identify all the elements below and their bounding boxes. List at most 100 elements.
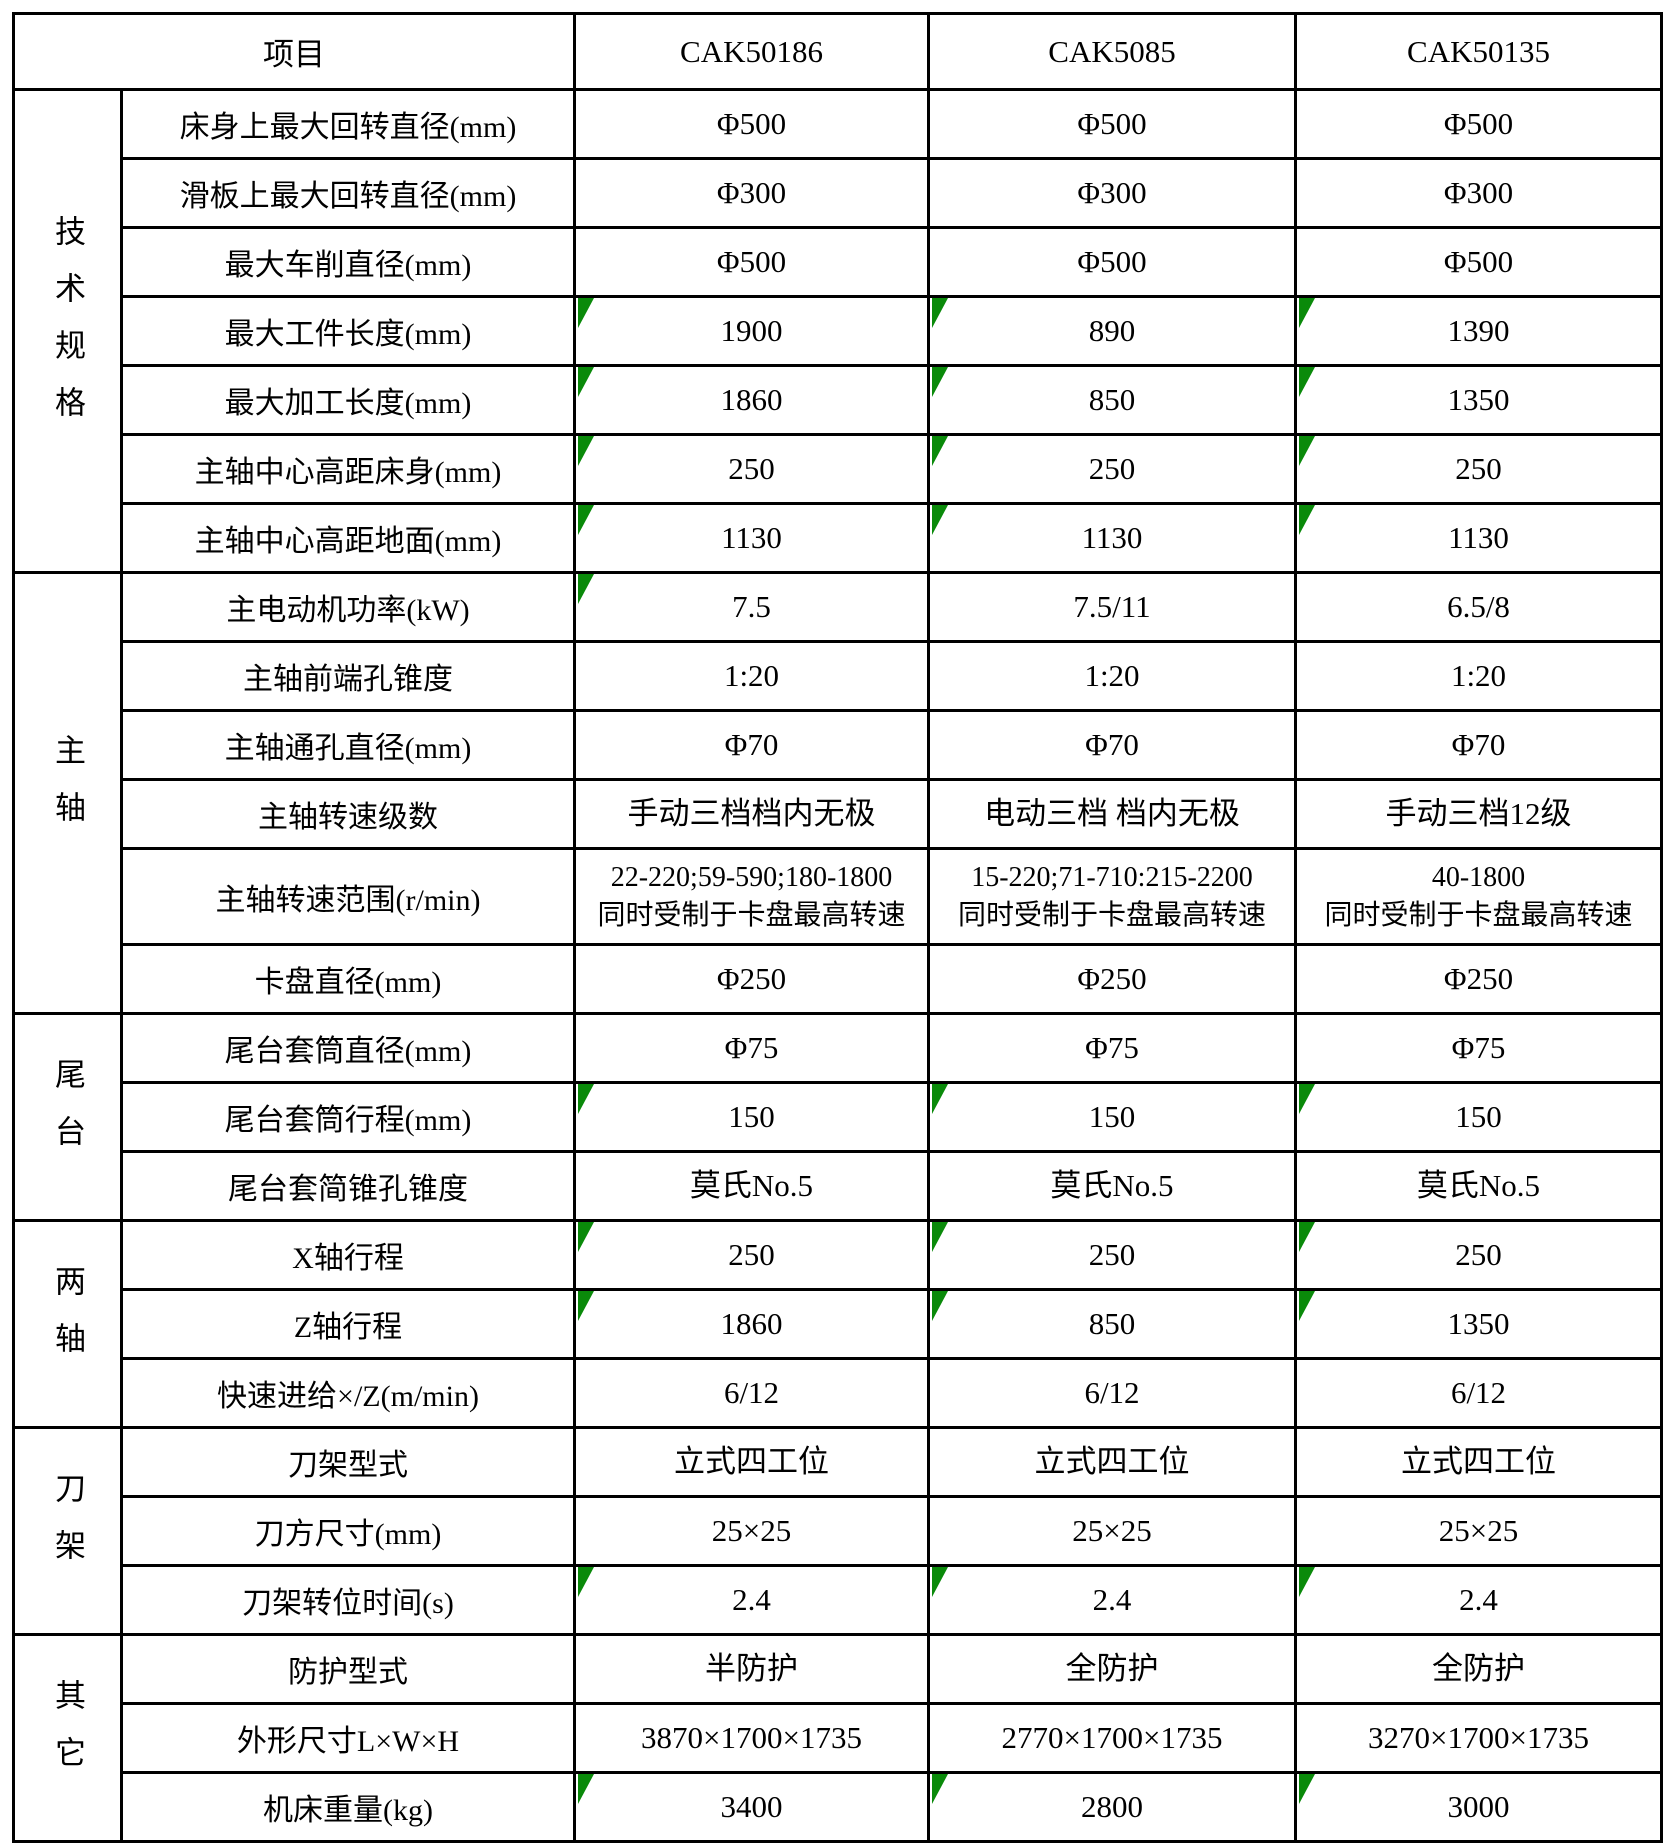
spec-label: X轴行程 xyxy=(120,1219,576,1291)
group-label: 技术规格 xyxy=(12,88,123,574)
spec-label: 主轴转速级数 xyxy=(120,778,576,850)
spec-value: 莫氏No.5 xyxy=(927,1150,1297,1222)
spec-label: 刀架转位时间(s) xyxy=(120,1564,576,1636)
cell-flag-icon xyxy=(1299,368,1315,397)
spec-value: 890 xyxy=(927,295,1297,367)
spec-row: 外形尺寸L×W×H 3870×1700×1735 2770×1700×1735 327… xyxy=(14,1702,1663,1774)
spec-value-text: 手动三档档内无极 xyxy=(627,795,876,831)
spec-label: 主轴转速范围(r/min) xyxy=(120,847,576,946)
spec-label: 主轴中心高距床身(mm) xyxy=(120,433,576,505)
spec-value: 3000 xyxy=(1294,1771,1663,1843)
spec-value-text: Φ250 xyxy=(716,960,787,996)
spec-value-text: 1:20 xyxy=(1084,657,1140,693)
spec-value: 15-220;71-710:215-2200 同时受制于卡盘最高转速 xyxy=(927,847,1297,946)
cell-flag-icon xyxy=(1299,437,1315,466)
cell-flag-icon xyxy=(578,1085,594,1114)
spec-value: 1350 xyxy=(1294,1288,1663,1360)
spec-value: 22-220;59-590;180-1800 同时受制于卡盘最高转速 xyxy=(573,847,930,946)
spec-value-text: 250 xyxy=(728,450,775,486)
spec-value: 150 xyxy=(927,1081,1297,1153)
spec-table: 项目 CAK50186 CAK5085 CAK50135 技术规格 床身上最大回转… xyxy=(12,12,1663,1843)
spec-row: 尾台套简锥孔锥度 莫氏No.5 莫氏No.5 莫氏No.5 xyxy=(14,1150,1663,1222)
spec-value-text: 3870×1700×1735 xyxy=(641,1719,862,1755)
group-label: 两轴 xyxy=(12,1219,123,1429)
spec-value: Φ70 xyxy=(927,709,1297,781)
cell-flag-icon xyxy=(1299,1292,1315,1321)
spec-label: 外形尺寸L×W×H xyxy=(120,1702,576,1774)
spec-row: 最大加工长度(mm) 1860 850 1350 xyxy=(14,364,1663,436)
spec-value-text: 2800 xyxy=(1081,1788,1143,1824)
spec-label: 尾台套简锥孔锥度 xyxy=(120,1150,576,1222)
spec-value-text: Φ70 xyxy=(724,726,779,762)
spec-value: Φ500 xyxy=(573,226,930,298)
spec-value-text: 1900 xyxy=(720,312,783,348)
spec-value: Φ250 xyxy=(1294,943,1663,1015)
spec-value: Φ300 xyxy=(573,157,930,229)
spec-value-text: Φ300 xyxy=(1077,174,1147,210)
spec-value-text: 1860 xyxy=(720,1305,783,1341)
spec-value-text: 全防护 xyxy=(1065,1650,1159,1686)
spec-value-text: 40-1800 同时受制于卡盘最高转速 xyxy=(1324,861,1633,931)
spec-value-text: Φ300 xyxy=(716,174,787,210)
header-item-label: 项目 xyxy=(12,12,576,91)
spec-row: 刀架转位时间(s) 2.4 2.4 2.4 xyxy=(14,1564,1663,1636)
spec-value-text: 7.5 xyxy=(732,588,771,624)
spec-value-text: 立式四工位 xyxy=(674,1443,829,1479)
spec-value-text: 莫氏No.5 xyxy=(689,1167,814,1203)
spec-value-text: 1350 xyxy=(1447,381,1510,417)
spec-value-text: 电动三档 档内无极 xyxy=(984,795,1240,831)
header-model-cak50186: CAK50186 xyxy=(573,12,930,91)
header-model-cak50135: CAK50135 xyxy=(1294,12,1663,91)
spec-row: 尾台套筒行程(mm) 150 150 150 xyxy=(14,1081,1663,1153)
spec-value: 3870×1700×1735 xyxy=(573,1702,930,1774)
spec-row: 两轴 X轴行程 250 250 250 xyxy=(12,1219,1663,1429)
spec-value: Φ300 xyxy=(1294,157,1663,229)
spec-value: Φ70 xyxy=(1294,709,1663,781)
spec-label: 刀架型式 xyxy=(120,1426,576,1498)
group-label-text: 尾台 xyxy=(50,1057,85,1172)
spec-value: 1860 xyxy=(573,1288,930,1360)
spec-value-text: 22-220;59-590;180-1800 同时受制于卡盘最高转速 xyxy=(597,861,906,931)
spec-value: 1390 xyxy=(1294,295,1663,367)
spec-value-text: 250 xyxy=(728,1236,775,1272)
cell-flag-icon xyxy=(578,368,594,397)
cell-flag-icon xyxy=(578,1292,594,1321)
spec-value: 立式四工位 xyxy=(573,1426,930,1498)
spec-row: 主轴 主电动机功率(kW) 7.5 7.5/11 6.5/8 xyxy=(12,571,1663,1015)
group-label-text: 两轴 xyxy=(50,1264,85,1379)
spec-value: 6/12 xyxy=(927,1357,1297,1429)
spec-value: 250 xyxy=(927,433,1297,505)
spec-value-text: Φ250 xyxy=(1443,960,1514,996)
spec-value-text: 3000 xyxy=(1447,1788,1510,1824)
spec-value: Φ500 xyxy=(573,88,930,160)
spec-label: 尾台套筒行程(mm) xyxy=(120,1081,576,1153)
cell-flag-icon xyxy=(932,1775,948,1804)
spec-value: 1130 xyxy=(573,502,930,574)
cell-flag-icon xyxy=(578,1568,594,1597)
spec-value-text: Φ75 xyxy=(1085,1029,1139,1065)
cell-flag-icon xyxy=(932,1292,948,1321)
spec-label: 快速进给×/Z(m/min) xyxy=(120,1357,576,1429)
spec-value: 全防护 xyxy=(927,1633,1297,1705)
cell-flag-icon xyxy=(932,1223,948,1252)
group-label: 其它 xyxy=(12,1633,123,1843)
spec-value: 150 xyxy=(1294,1081,1663,1153)
cell-flag-icon xyxy=(932,299,948,328)
spec-value-text: 立式四工位 xyxy=(1401,1443,1556,1479)
spec-value: 莫氏No.5 xyxy=(1294,1150,1663,1222)
spec-value-text: 6/12 xyxy=(723,1374,780,1410)
spec-value-text: Φ500 xyxy=(1077,105,1147,141)
spec-value: 半防护 xyxy=(573,1633,930,1705)
cell-flag-icon xyxy=(932,1568,948,1597)
spec-value-text: 3400 xyxy=(720,1788,783,1824)
spec-value-text: 15-220;71-710:215-2200 同时受制于卡盘最高转速 xyxy=(957,861,1266,931)
spec-value: 2.4 xyxy=(927,1564,1297,1636)
spec-value: Φ500 xyxy=(1294,88,1663,160)
spec-row: 刀方尺寸(mm) 25×25 25×25 25×25 xyxy=(14,1495,1663,1567)
spec-value: 全防护 xyxy=(1294,1633,1663,1705)
spec-label: 主电动机功率(kW) xyxy=(120,571,576,643)
spec-value-text: 3270×1700×1735 xyxy=(1368,1719,1589,1755)
spec-value-text: 莫氏No.5 xyxy=(1416,1167,1541,1203)
spec-row: 主轴转速级数 手动三档档内无极 电动三档 档内无极 手动三档12级 xyxy=(14,778,1663,850)
spec-value-text: Φ75 xyxy=(1451,1029,1506,1065)
